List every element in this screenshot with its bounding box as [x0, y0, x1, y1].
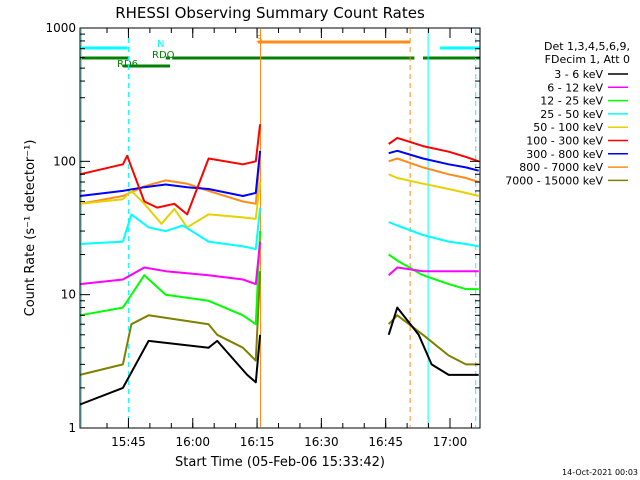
series-line — [79, 306, 479, 406]
legend-entry-label: 100 - 300 keV — [526, 135, 603, 148]
legend-entry-label: 12 - 25 keV — [540, 95, 603, 108]
x-tick-label: 16:30 — [304, 435, 339, 449]
legend-entry-label: 800 - 7000 keV — [519, 161, 603, 174]
legend-entry-label: 25 - 50 keV — [540, 108, 603, 121]
series-line — [79, 271, 479, 376]
flag-label-s: S — [256, 34, 262, 45]
flag-label-n: N — [157, 39, 164, 50]
legend: Det 1,3,4,5,6,9,FDecim 1, Att 0 3 - 6 keV… — [505, 40, 630, 187]
x-axis-label: Start Time (05-Feb-06 15:33:42) — [175, 455, 385, 470]
series-line — [79, 231, 479, 326]
legend-header: FDecim 1, Att 0 — [545, 53, 630, 66]
x-tick-label: 15:45 — [111, 435, 146, 449]
event-lines — [80, 29, 477, 427]
y-tick-label: 1 — [68, 421, 76, 435]
legend-entry-label: 7000 - 15000 keV — [505, 174, 603, 187]
legend-entry-label: 300 - 800 keV — [526, 148, 603, 161]
series-lines — [79, 124, 480, 406]
y-axis-ticks: 1 10 100 1000 — [45, 21, 480, 435]
footer-date: 14-Oct-2021 00:03 — [562, 468, 638, 477]
plot-frame — [79, 27, 481, 429]
y-axis-label: Count Rate (s⁻¹ detector⁻¹) — [23, 140, 38, 317]
series-line — [79, 173, 479, 229]
y-tick-label: 10 — [61, 288, 76, 302]
x-tick-label: 16:15 — [240, 435, 275, 449]
series-line — [79, 149, 479, 197]
x-axis-ticks: 15:45 16:00 16:15 16:30 16:45 17:00 — [106, 28, 472, 449]
legend-entry-label: 3 - 6 keV — [554, 68, 603, 81]
chart-title: RHESSI Observing Summary Count Rates — [115, 4, 425, 22]
y-tick-label: 100 — [53, 154, 76, 168]
legend-entry-label: 50 - 100 keV — [533, 121, 603, 134]
series-line — [79, 124, 480, 216]
y-tick-label: 1000 — [45, 21, 76, 35]
x-tick-label: 17:00 — [433, 435, 468, 449]
x-tick-label: 16:45 — [368, 435, 403, 449]
flag-label-rdo: RDO — [152, 50, 175, 61]
flag-label-rd6: RD6 — [117, 59, 138, 70]
series-line — [79, 207, 479, 250]
legend-header: Det 1,3,4,5,6,9, — [544, 40, 630, 53]
legend-entry-label: 6 - 12 keV — [547, 81, 603, 94]
series-line — [79, 241, 479, 286]
x-tick-label: 16:00 — [175, 435, 210, 449]
